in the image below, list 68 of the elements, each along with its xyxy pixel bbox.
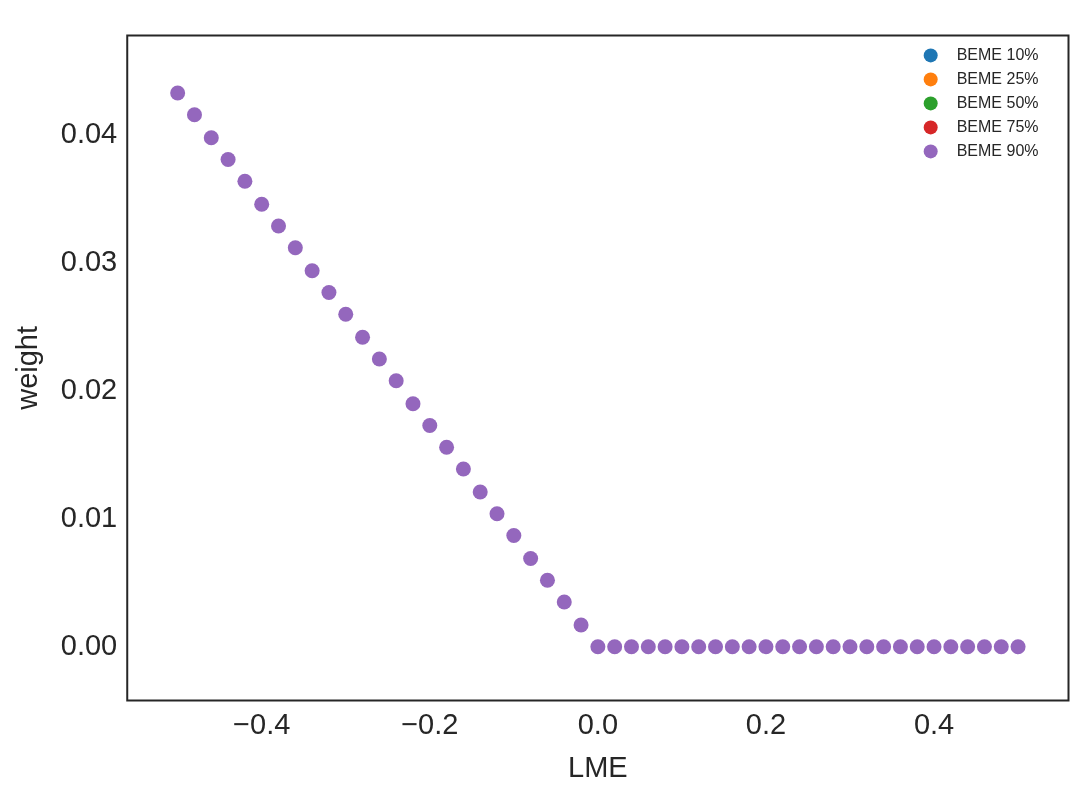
point [556,594,572,610]
point [792,639,808,655]
point [640,639,656,655]
point [724,639,740,655]
point [943,639,959,655]
point [338,306,354,322]
point [203,130,219,146]
point [590,639,606,655]
point [607,639,623,655]
x-tick-label: 0.4 [913,707,955,740]
y-tick-label: 0.02 [60,372,118,405]
point [623,639,639,655]
point [355,329,371,345]
point [960,639,976,655]
point [439,439,455,455]
point [926,639,942,655]
point [976,639,992,655]
point [422,417,438,433]
x-tick-label: 0.2 [745,707,787,740]
point [1010,639,1026,655]
legend-label: BEME 50% [956,93,1039,111]
point [523,550,539,566]
legend-label: BEME 25% [956,69,1039,87]
point [287,240,303,256]
y-tick-label: 0.00 [60,628,118,661]
point [842,639,858,655]
point [674,639,690,655]
point [691,639,707,655]
legend-label: BEME 10% [956,45,1039,63]
y-tick-label: 0.01 [60,500,118,533]
x-tick-label: −0.4 [233,707,291,740]
point [758,639,774,655]
point [388,373,404,389]
point [254,196,270,212]
point [539,572,555,588]
legend-label: BEME 75% [956,117,1039,135]
x-tick-label: 0.0 [577,707,619,740]
point [237,173,253,189]
x-tick-label: −0.2 [401,707,459,740]
point [892,639,908,655]
point [455,461,471,477]
point [506,527,522,543]
point [321,284,337,300]
point [170,85,186,101]
point [573,617,589,633]
point [741,639,757,655]
point [405,396,421,412]
point [657,639,673,655]
point [825,639,841,655]
point [271,218,287,234]
point [708,639,724,655]
point [775,639,791,655]
point [304,263,320,279]
y-tick-label: 0.03 [60,245,118,278]
point [909,639,925,655]
point [808,639,824,655]
y-tick-label: 0.04 [60,117,118,150]
point [859,639,875,655]
point [186,107,202,123]
point [993,639,1009,655]
point [489,506,505,522]
legend-label: BEME 90% [956,141,1039,159]
y-axis-title: weight [11,325,44,411]
point [876,639,892,655]
x-axis-title: LME [568,750,628,783]
point [220,151,236,167]
point [371,351,387,367]
point [472,484,488,500]
